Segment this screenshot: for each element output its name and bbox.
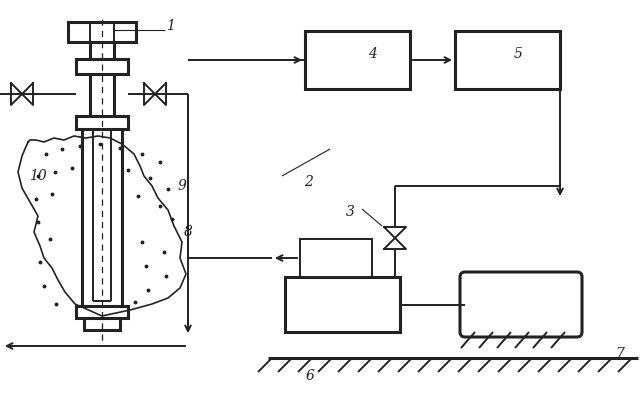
Bar — [76, 306, 128, 318]
Text: 3: 3 — [346, 205, 355, 219]
Bar — [84, 318, 120, 330]
Bar — [305, 31, 410, 89]
Bar — [76, 59, 128, 74]
Text: 1: 1 — [166, 19, 175, 33]
Bar — [455, 31, 560, 89]
Bar — [68, 22, 136, 42]
Bar — [76, 116, 128, 129]
Text: 4: 4 — [367, 47, 376, 61]
Text: 10: 10 — [29, 169, 47, 183]
Bar — [300, 239, 372, 277]
Text: 5: 5 — [513, 47, 522, 61]
Text: 6: 6 — [305, 369, 314, 383]
Text: 9: 9 — [177, 179, 186, 193]
Text: 7: 7 — [616, 347, 625, 361]
Text: 8: 8 — [184, 225, 193, 239]
Bar — [285, 277, 400, 332]
FancyBboxPatch shape — [460, 272, 582, 337]
Text: 2: 2 — [303, 175, 312, 189]
